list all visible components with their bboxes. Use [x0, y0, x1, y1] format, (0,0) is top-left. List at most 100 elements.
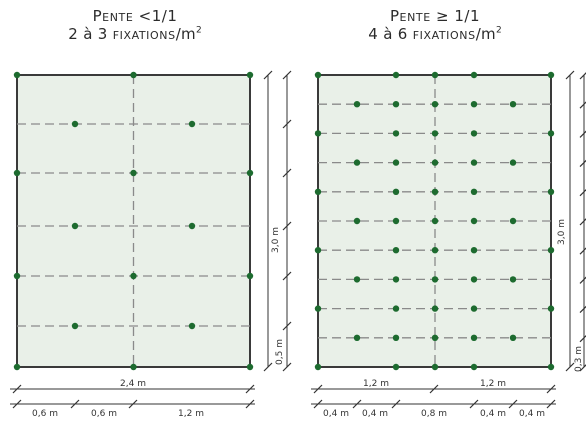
fixation-point [431, 334, 439, 341]
segment-tick [508, 399, 518, 409]
left-height-label: 3,0 m [271, 227, 281, 253]
spacing-tick [579, 247, 586, 255]
right-bottom-label-1: 0,4 m [323, 409, 349, 419]
right-title-initial: P [389, 7, 400, 25]
fixation-point [392, 334, 400, 341]
spacing-tick [579, 72, 586, 80]
left-title-initial: P [92, 7, 103, 25]
segment-tick [70, 399, 80, 409]
spacing-tick [579, 130, 586, 138]
fixation-point [547, 71, 555, 79]
fixation-point [130, 363, 137, 371]
fixation-point [353, 334, 361, 341]
fixation-point [509, 334, 517, 341]
right-panel [314, 71, 555, 371]
fixation-point [392, 130, 400, 137]
fixation-point [509, 159, 517, 166]
fixation-point [188, 120, 196, 128]
fixation-point [431, 101, 439, 108]
right-height-label: 3,0 m [557, 219, 567, 245]
spacing-tick [579, 276, 586, 284]
spacing-tick [579, 305, 586, 314]
right-bottom-dimensions [311, 384, 556, 409]
left-bottom-label-1: 0,6 m [32, 409, 58, 419]
segment-tick [12, 399, 22, 409]
fixation-point [547, 363, 555, 371]
segment-tick [469, 399, 479, 409]
right-subtitle-unit: /m [475, 25, 496, 43]
spacing-tick [282, 119, 292, 129]
fixation-point [470, 188, 478, 195]
fixation-point [353, 217, 361, 225]
left-title-ratio: <1/1 [133, 7, 178, 25]
left-subtitle-unit: /m [175, 25, 196, 43]
segment-tick [391, 399, 401, 409]
fixation-point [353, 159, 361, 166]
spacing-tick [282, 321, 292, 331]
fixation-point [470, 101, 478, 108]
left-subtitle-smallcaps: FIXATIONS [112, 29, 176, 42]
fixation-point [246, 363, 254, 371]
left-vertical-dimensions [263, 70, 292, 372]
fixation-point [431, 217, 439, 225]
left-panel-title: PENTE <1/1 [15, 6, 255, 25]
fixation-point [71, 120, 79, 128]
segment-tick [546, 399, 556, 409]
right-bottom-label-4: 0,4 m [480, 409, 506, 419]
fixation-point [246, 169, 254, 177]
right-subtitle-count: 4 à 6 [368, 25, 413, 43]
fixation-point [392, 71, 400, 79]
fixation-point [547, 130, 555, 137]
right-subtitle-smallcaps: FIXATIONS [412, 29, 476, 42]
fixation-point [470, 334, 478, 341]
right-vertical-dimensions [565, 70, 586, 372]
fixation-point [509, 101, 517, 108]
right-panel-title: PENTE ≥ 1/1 [315, 6, 555, 25]
spacing-tick [579, 334, 586, 343]
right-fixation-points [314, 71, 555, 371]
segment-tick [313, 399, 323, 409]
left-segment-ticks [12, 399, 255, 409]
fixation-point [470, 217, 478, 225]
fixation-point [509, 217, 517, 225]
fixation-point [246, 272, 254, 280]
fixation-point [130, 272, 137, 280]
right-half-tick-end [546, 384, 556, 394]
fixation-point [130, 169, 137, 177]
left-panel-subtitle: 2 à 3 FIXATIONS/m2 [15, 24, 255, 43]
fixation-point [392, 363, 400, 371]
spacing-tick [282, 271, 292, 281]
right-half-tick-mid [429, 384, 439, 394]
left-bottom-label-3: 1,2 m [178, 409, 204, 419]
fixation-point [392, 217, 400, 225]
spacing-tick [282, 221, 292, 231]
spacing-tick [282, 168, 292, 178]
right-height-tick-bottom [565, 362, 575, 372]
spacing-tick [579, 188, 586, 197]
left-spacing-ticks [282, 70, 292, 372]
fixation-point [13, 272, 21, 280]
right-spacing-label: 0,3 m [574, 346, 584, 372]
fixation-point [246, 71, 254, 79]
fixation-point [431, 247, 439, 254]
fixation-point [13, 71, 21, 79]
fixation-point [71, 322, 79, 330]
fixation-point [130, 71, 137, 79]
fixation-point [314, 305, 322, 312]
left-panel [13, 71, 254, 371]
spacing-tick [579, 159, 586, 168]
left-fixation-points [13, 71, 254, 371]
right-bottom-label-2: 0,4 m [362, 409, 388, 419]
fixation-point [353, 276, 361, 283]
fixation-point [314, 130, 322, 137]
fixation-point [547, 188, 555, 195]
right-bottom-label-3: 0,8 m [421, 409, 447, 419]
left-title-smallcaps: ENTE [102, 11, 134, 24]
right-title-ratio: ≥ 1/1 [430, 7, 481, 25]
spacing-tick [579, 101, 586, 109]
fixation-point [71, 222, 79, 230]
left-total-tick-end [245, 384, 255, 394]
fixation-point [547, 247, 555, 254]
fixation-point [314, 71, 322, 79]
